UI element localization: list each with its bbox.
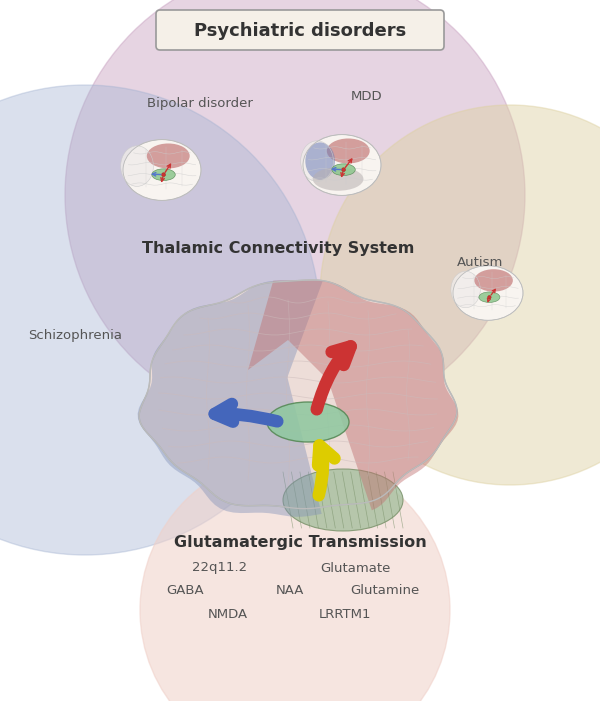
Circle shape [488,295,491,299]
Ellipse shape [475,269,513,292]
Circle shape [0,85,320,555]
Ellipse shape [453,266,523,320]
FancyBboxPatch shape [156,10,444,50]
Ellipse shape [332,164,355,175]
Circle shape [65,0,525,425]
Ellipse shape [147,144,190,168]
Text: Glutamine: Glutamine [350,583,419,597]
Text: 22q11.2: 22q11.2 [193,562,248,575]
Text: Glutamatergic Transmission: Glutamatergic Transmission [173,536,427,550]
Ellipse shape [479,292,500,302]
Ellipse shape [313,168,364,191]
Circle shape [341,168,346,172]
Polygon shape [248,280,458,510]
Text: MDD: MDD [351,90,383,104]
Text: NMDA: NMDA [208,608,248,620]
Text: LRRTM1: LRRTM1 [319,608,371,620]
Text: Bipolar disorder: Bipolar disorder [147,97,253,109]
Ellipse shape [152,169,175,181]
Ellipse shape [451,271,481,308]
Polygon shape [139,280,457,509]
Ellipse shape [305,142,335,180]
Ellipse shape [121,146,154,186]
Circle shape [140,455,450,701]
Circle shape [320,105,600,485]
Ellipse shape [283,469,403,531]
Ellipse shape [303,135,381,196]
Ellipse shape [267,402,349,442]
Text: GABA: GABA [166,583,204,597]
Text: Thalamic Connectivity System: Thalamic Connectivity System [142,240,414,255]
Ellipse shape [123,139,201,200]
Text: Glutamate: Glutamate [320,562,390,575]
Circle shape [161,172,166,177]
Ellipse shape [327,139,370,163]
Text: NAA: NAA [276,583,304,597]
Text: Schizophrenia: Schizophrenia [28,329,122,341]
Text: Autism: Autism [457,255,503,268]
Ellipse shape [301,141,334,182]
Text: Psychiatric disorders: Psychiatric disorders [194,22,406,40]
Polygon shape [137,280,323,517]
